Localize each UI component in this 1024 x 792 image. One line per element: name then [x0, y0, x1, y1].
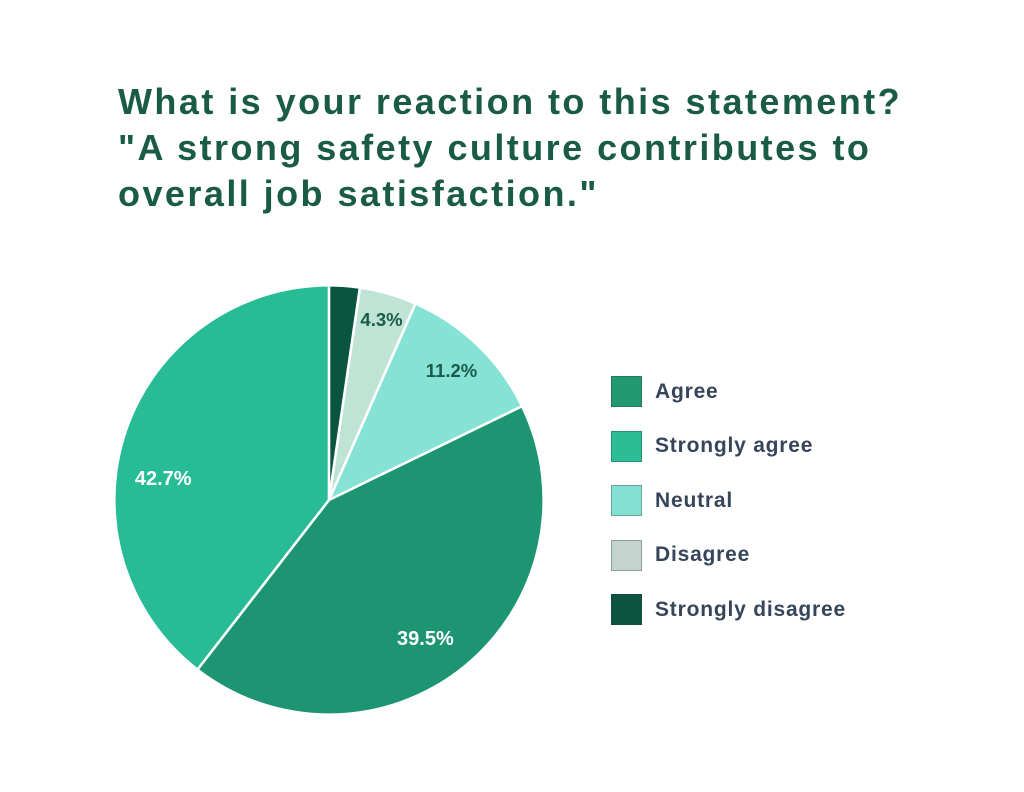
svg-text:4.3%: 4.3% [360, 309, 402, 330]
svg-text:39.5%: 39.5% [397, 628, 454, 650]
svg-text:11.2%: 11.2% [426, 360, 477, 381]
svg-text:42.7%: 42.7% [135, 468, 192, 490]
